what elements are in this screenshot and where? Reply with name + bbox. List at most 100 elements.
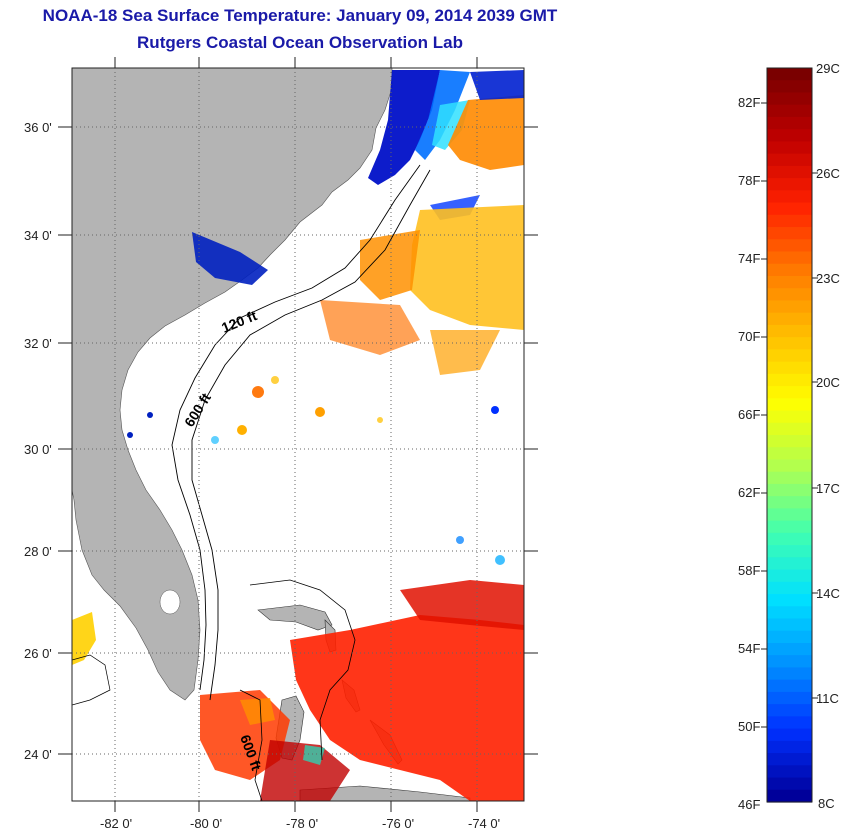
colorbar-f-label: 66F (738, 407, 760, 422)
lat-label: 28 0' (24, 544, 52, 559)
colorbar-band (767, 618, 812, 632)
colorbar-band (767, 483, 812, 497)
colorbar-band (767, 642, 812, 656)
colorbar-band (767, 165, 812, 179)
colorbar-band (767, 422, 812, 436)
colorbar-band (767, 288, 812, 302)
colorbar-f-label: 50F (738, 719, 760, 734)
colorbar-f-label: 54F (738, 641, 760, 656)
colorbar-f-label: 70F (738, 329, 760, 344)
colorbar-c-label: 17C (816, 481, 840, 496)
colorbar-band (767, 630, 812, 644)
colorbar-band (767, 679, 812, 693)
colorbar-f-label: 58F (738, 563, 760, 578)
colorbar-band (767, 740, 812, 754)
lat-label: 24 0' (24, 747, 52, 762)
lat-label: 30 0' (24, 442, 52, 457)
lon-label: -76 0' (382, 816, 414, 831)
lat-label: 36 0' (24, 120, 52, 135)
colorbar-band (767, 312, 812, 326)
colorbar-band (767, 92, 812, 106)
colorbar-c-label: 26C (816, 166, 840, 181)
colorbar-f-label: 62F (738, 485, 760, 500)
colorbar-band (767, 398, 812, 412)
colorbar-band (767, 753, 812, 766)
map-subtitle: Rutgers Coastal Ocean Observation Lab (137, 33, 463, 52)
colorbar-band (767, 263, 812, 277)
colorbar-c-label: 23C (816, 271, 840, 286)
colorbar-band (767, 765, 812, 779)
colorbar-band (767, 129, 812, 142)
lat-label: 32 0' (24, 336, 52, 351)
colorbar-band (767, 361, 812, 375)
colorbar-c-label: 14C (816, 586, 840, 601)
colorbar-band (767, 447, 812, 461)
colorbar-band (767, 104, 812, 118)
isobath-120ft (171, 164, 421, 691)
colorbar-band (767, 349, 812, 363)
colorbar-band (767, 667, 812, 681)
colorbar-band (767, 275, 812, 289)
colorbar-band (767, 202, 812, 216)
colorbar-band (767, 508, 812, 522)
colorbar-band (767, 545, 812, 558)
colorbar-band (767, 300, 812, 314)
colorbar-band (767, 141, 812, 155)
colorbar-band (767, 496, 812, 509)
colorbar-band (767, 386, 812, 399)
colorbar-band (767, 716, 812, 730)
colorbar-band (767, 691, 812, 705)
colorbar-band (767, 594, 812, 607)
colorbar-band (767, 606, 812, 620)
colorbar-band (767, 80, 812, 94)
colorbar-band (767, 153, 812, 167)
land-bahamas-north (257, 604, 333, 631)
colorbar-band (767, 520, 812, 534)
colorbar-band (767, 178, 812, 191)
colorbar-f-label: 82F (738, 95, 760, 110)
land-mainland (72, 68, 393, 701)
colorbar-band (767, 655, 812, 669)
colorbar-c-label: 29C (816, 61, 840, 76)
colorbar-band (767, 532, 812, 546)
frame-ticks (58, 57, 538, 812)
colorbar-band (767, 190, 812, 204)
colorbar-band (767, 704, 812, 717)
colorbar-band (767, 471, 812, 485)
colorbar-band (767, 789, 812, 803)
colorbar-f-label: 46F (738, 797, 760, 812)
colorbar-band (767, 557, 812, 571)
colorbar-band (767, 68, 812, 81)
colorbar-band (767, 373, 812, 387)
graticule (72, 68, 524, 801)
colorbar-band (767, 227, 812, 240)
colorbar-f-label: 74F (738, 251, 760, 266)
colorbar-band (767, 251, 812, 265)
lat-label: 34 0' (24, 228, 52, 243)
colorbar-f-label: 78F (738, 173, 760, 188)
isobath-600ft (191, 169, 431, 701)
colorbar-band (767, 410, 812, 424)
colorbar-c-label: 20C (816, 375, 840, 390)
colorbar-band (767, 459, 812, 473)
colorbar-band (767, 569, 812, 583)
colorbar-c-label: 11C (816, 691, 839, 706)
colorbar-band (767, 116, 812, 130)
lat-label: 26 0' (24, 646, 52, 661)
colorbar-band (767, 337, 812, 350)
map-title: NOAA-18 Sea Surface Temperature: January… (42, 6, 558, 25)
colorbar-band (767, 239, 812, 253)
colorbar-band (767, 324, 812, 338)
lon-label: -80 0' (190, 816, 222, 831)
map-area (72, 68, 524, 801)
colorbar-band (767, 214, 812, 228)
colorbar-c-label: 8C (818, 796, 835, 811)
colorbar-band (767, 581, 812, 595)
lon-label: -82 0' (100, 816, 132, 831)
colorbar-band (767, 777, 812, 791)
colorbar-band (767, 435, 812, 448)
lon-label: -74 0' (468, 816, 500, 831)
colorbar-gradient (767, 68, 812, 803)
